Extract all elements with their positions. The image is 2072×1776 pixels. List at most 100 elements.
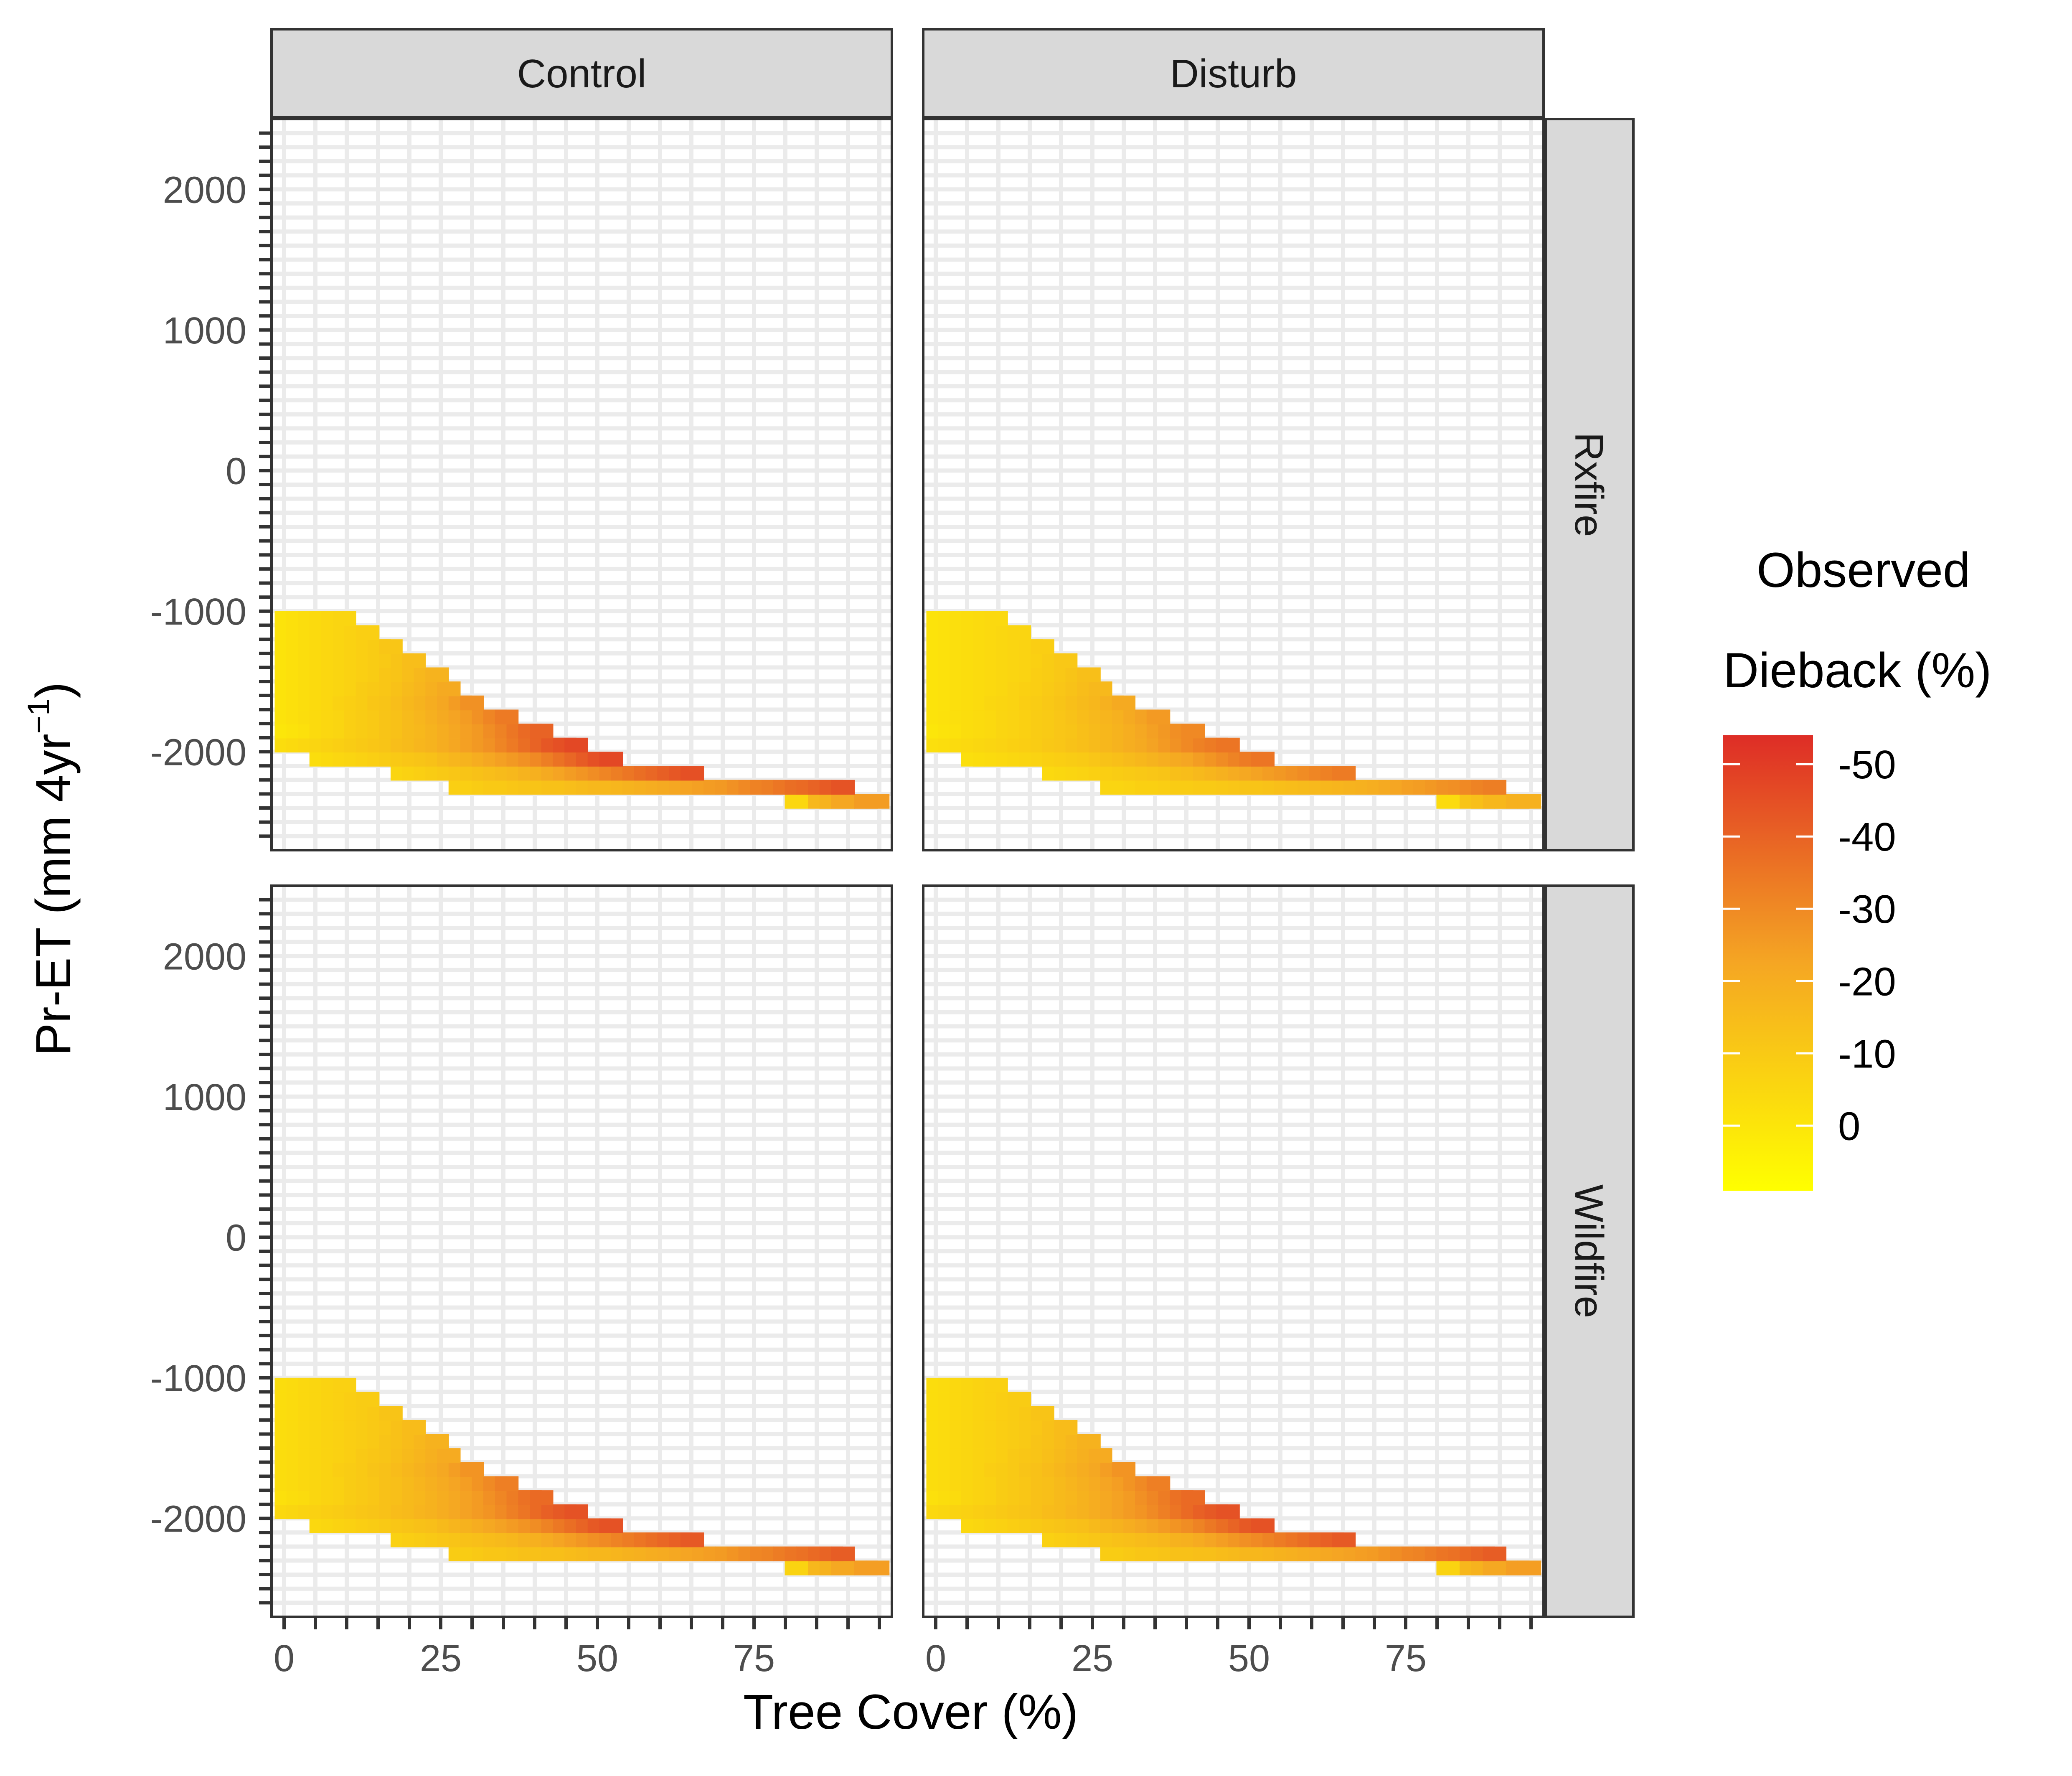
strip-background bbox=[1544, 884, 1635, 1618]
legend-colorbar-fill bbox=[1723, 735, 1813, 1191]
legend-colorbar: -50 -40 -30 -20 -10 0 bbox=[1723, 735, 1896, 1191]
heatmap-tile bbox=[1436, 794, 1460, 809]
strip-label: Wildfire bbox=[1567, 1184, 1611, 1318]
heatmap-tile bbox=[1146, 1476, 1171, 1491]
panel-disturb-wildfire bbox=[922, 884, 1545, 1618]
heatmap-tile bbox=[495, 709, 519, 724]
legend-title-line2: Dieback (%) bbox=[1723, 643, 1992, 698]
heatmap-tile bbox=[984, 1377, 1008, 1393]
heatmap-tile bbox=[379, 639, 403, 654]
legend-tick-label: -30 bbox=[1838, 887, 1896, 932]
y-tick-label: 2000 bbox=[163, 169, 246, 211]
heatmap-tile bbox=[831, 1546, 855, 1562]
heatmap-tile bbox=[1077, 1434, 1101, 1449]
y-tick-label: 0 bbox=[226, 450, 246, 492]
heatmap-tile bbox=[460, 1462, 484, 1477]
legend-tick-label: -50 bbox=[1838, 742, 1896, 787]
legend-title-line1: Observed bbox=[1757, 543, 1970, 598]
heatmap-tile bbox=[564, 1504, 588, 1519]
heatmap-tile bbox=[402, 653, 426, 668]
y-tick-label: 1000 bbox=[163, 1077, 246, 1118]
strip-label: Control bbox=[517, 51, 646, 96]
legend-tick-label: -10 bbox=[1838, 1032, 1896, 1076]
panel-control-rxfire bbox=[270, 118, 893, 851]
y-tick-label: -2000 bbox=[150, 732, 246, 773]
heatmap-tile bbox=[680, 1532, 704, 1547]
strip-background bbox=[270, 28, 893, 118]
legend-tick-label: -40 bbox=[1838, 815, 1896, 859]
heatmap-tile bbox=[437, 1448, 461, 1463]
y-tick-label: -1000 bbox=[150, 591, 246, 633]
heatmap-tile bbox=[785, 794, 809, 809]
panel-border bbox=[922, 884, 1545, 1618]
panels-layer: Control Disturb Rxfire Wildfire 2000 1000 0 -10… bbox=[150, 28, 1635, 1679]
heatmap-tile bbox=[495, 1476, 519, 1491]
heatmap-tile bbox=[1251, 752, 1275, 767]
heatmap-tile bbox=[1007, 625, 1031, 640]
y-axis-title-close: ) bbox=[26, 682, 81, 699]
y-tick-label: 2000 bbox=[163, 936, 246, 978]
panel-control-wildfire bbox=[270, 884, 893, 1618]
strip-wildfire: Wildfire bbox=[1544, 884, 1635, 1618]
heatmap-tile bbox=[1332, 1532, 1356, 1547]
heatmap-tile bbox=[866, 794, 890, 809]
heatmap-tile bbox=[1112, 1462, 1136, 1477]
heatmap-tile bbox=[1181, 1490, 1205, 1505]
heatmap-tile bbox=[1517, 794, 1541, 809]
heatmap-tile bbox=[402, 1420, 426, 1435]
strip-background bbox=[1544, 118, 1635, 851]
heatmap-tile bbox=[984, 611, 1008, 626]
x-tick-label: 0 bbox=[274, 1638, 295, 1679]
heatmap-tile bbox=[437, 681, 461, 696]
strip-label: Rxfire bbox=[1567, 432, 1611, 537]
y-axis-title-superscript: −1 bbox=[21, 699, 56, 734]
heatmap-tile bbox=[1517, 1560, 1541, 1575]
heatmap-tile bbox=[599, 1518, 623, 1533]
strip-disturb: Disturb bbox=[922, 28, 1545, 118]
heatmap-tile bbox=[333, 611, 356, 626]
strip-label: Disturb bbox=[1170, 51, 1297, 96]
heatmap-tile bbox=[355, 1392, 380, 1407]
heatmap-tile bbox=[1031, 639, 1054, 654]
heatmap-tile bbox=[1146, 709, 1171, 724]
x-tick-label: 0 bbox=[925, 1638, 946, 1679]
y-tick-label: -1000 bbox=[150, 1358, 246, 1400]
heatmap-tile bbox=[866, 1560, 890, 1575]
x-tick-label: 50 bbox=[1228, 1638, 1270, 1679]
x-tick-label: 50 bbox=[576, 1638, 618, 1679]
heatmap-tile bbox=[1332, 766, 1356, 781]
heatmap-tile bbox=[1077, 667, 1101, 682]
x-tick-label: 75 bbox=[1385, 1638, 1427, 1679]
y-tick-label: 1000 bbox=[163, 310, 246, 352]
heatmap-tile bbox=[564, 737, 588, 753]
x-tick-label: 75 bbox=[733, 1638, 775, 1679]
heatmap-tile bbox=[1054, 653, 1078, 668]
x-tick-label: 25 bbox=[420, 1638, 462, 1679]
heatmap-tile bbox=[1089, 681, 1112, 696]
strip-background bbox=[922, 28, 1545, 118]
heatmap-tile bbox=[1251, 1518, 1275, 1533]
y-axis-title: Pr-ET (mm 4yr−1) bbox=[21, 682, 81, 1056]
strip-rxfire: Rxfire bbox=[1544, 118, 1635, 851]
heatmap-tile bbox=[333, 1377, 356, 1393]
heatmap-tile bbox=[530, 724, 554, 739]
strip-control: Control bbox=[270, 28, 893, 118]
heatmap-tile bbox=[1089, 1448, 1112, 1463]
heatmap-tile bbox=[599, 752, 623, 767]
legend-tick-label: 0 bbox=[1838, 1104, 1860, 1148]
heatmap-tile bbox=[1436, 1560, 1460, 1575]
heatmap-tile bbox=[785, 1560, 809, 1575]
heatmap-tile bbox=[1007, 1392, 1031, 1407]
y-tick-label: -2000 bbox=[150, 1498, 246, 1540]
heatmap-tile bbox=[1216, 1504, 1240, 1519]
heatmap-tile bbox=[1054, 1420, 1078, 1435]
y-axis-title-main: Pr-ET (mm 4yr bbox=[26, 734, 81, 1056]
heatmap-tile bbox=[530, 1490, 554, 1505]
heatmap-tile bbox=[425, 1434, 449, 1449]
heatmap-tile bbox=[1216, 737, 1240, 753]
heatmap-tile bbox=[379, 1406, 403, 1421]
panel-disturb-rxfire bbox=[922, 118, 1545, 851]
heatmap-tile bbox=[1112, 695, 1136, 711]
panel-border bbox=[922, 118, 1545, 851]
